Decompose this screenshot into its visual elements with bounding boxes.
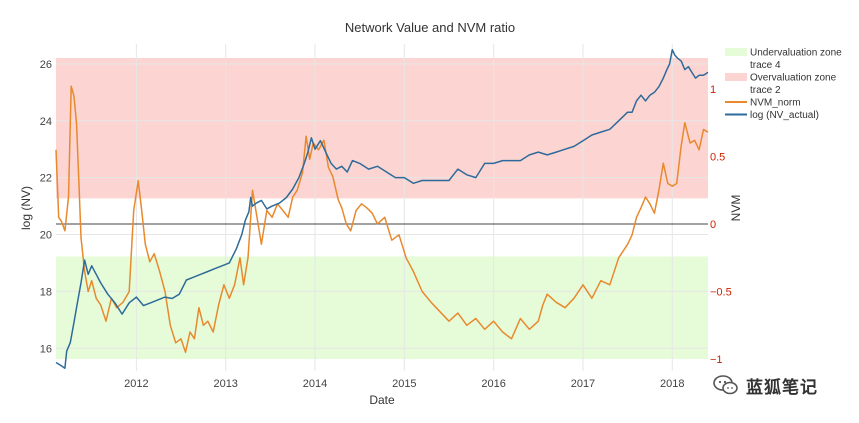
x-tick-label: 2015 <box>392 378 416 390</box>
x-tick-label: 2017 <box>571 378 595 390</box>
legend-label: trace 2 <box>750 85 781 96</box>
x-tick-label: 2013 <box>213 378 237 390</box>
nvm-norm-line <box>55 85 709 354</box>
legend-label: NVM_norm <box>750 98 801 109</box>
series-lines <box>55 48 709 369</box>
y-tick-label: 20 <box>40 230 52 242</box>
y2-tick-label: −0.5 <box>710 287 732 299</box>
x-axis-title: Date <box>369 393 395 407</box>
nv-actual-line <box>55 48 709 369</box>
y-tick-label: 22 <box>40 173 52 185</box>
y-tick-label: 18 <box>40 286 52 298</box>
legend-swatch <box>725 73 747 81</box>
x-tick-label: 2016 <box>481 378 505 390</box>
y2-tick-label: −1 <box>710 354 723 366</box>
undervaluation-zone <box>56 256 708 359</box>
y-tick-label: 24 <box>40 116 52 128</box>
chart-title: Network Value and NVM ratio <box>345 20 515 35</box>
y2-tick-label: 1 <box>710 84 716 96</box>
legend-label: Undervaluation zone <box>750 48 842 59</box>
legend-label: log (NV_actual) <box>750 110 819 121</box>
legend-label: Overvaluation zone <box>750 73 837 84</box>
legend-swatch <box>725 48 747 56</box>
x-tick-label: 2012 <box>124 378 148 390</box>
y-axis-title: log (NV) <box>19 186 33 230</box>
legend-label: trace 4 <box>750 60 781 71</box>
y-tick-label: 16 <box>40 343 52 355</box>
y2-tick-label: 0.5 <box>710 152 725 164</box>
y-tick-label: 26 <box>40 59 52 71</box>
watermark-text: 蓝狐笔记 <box>746 377 818 398</box>
x-tick-label: 2014 <box>303 378 327 390</box>
y2-axis-title: NVM <box>729 195 743 222</box>
wechat-icon <box>713 375 738 395</box>
y2-tick-label: 0 <box>710 219 716 231</box>
x-tick-label: 2018 <box>660 378 684 390</box>
axes: 2012 2013 2014 2015 2016 2017 2018 16 18 20 22 24 26… <box>40 59 732 390</box>
overvaluation-zone <box>56 57 708 199</box>
valuation-zones <box>56 57 708 359</box>
watermark: 蓝狐笔记 <box>712 370 852 400</box>
